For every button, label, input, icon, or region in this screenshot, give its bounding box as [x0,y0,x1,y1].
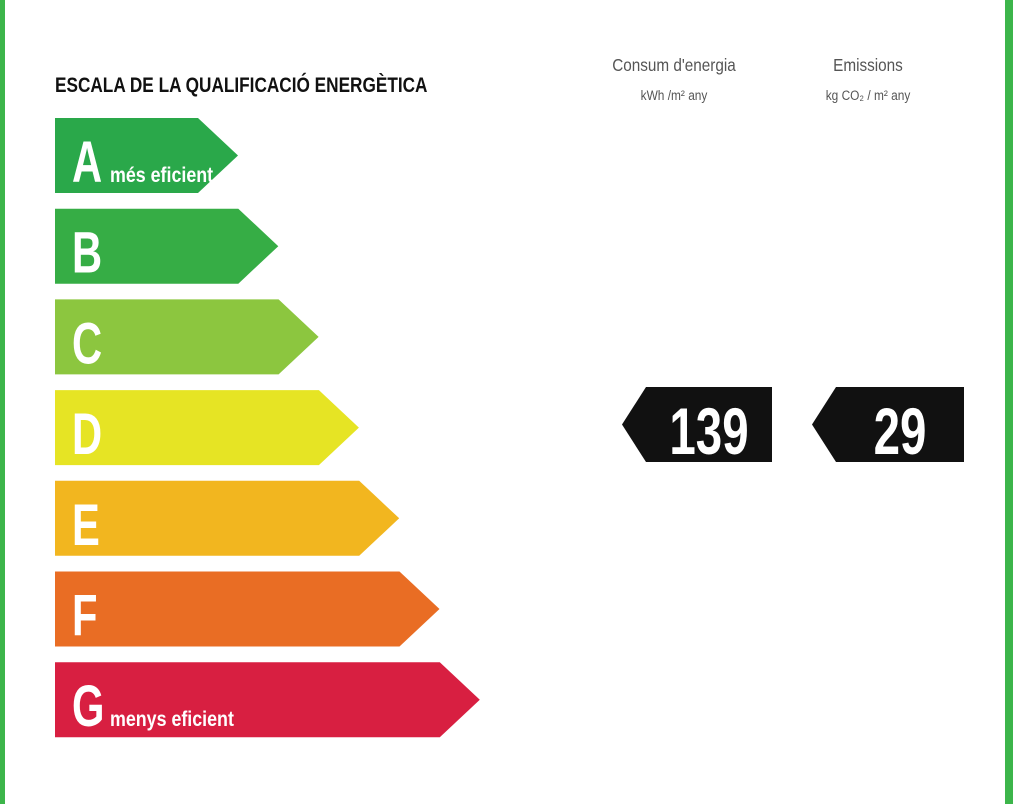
title: ESCALA DE LA QUALIFICACIÓ ENERGÈTICA [55,73,428,97]
column-header: Consum d'energia [612,55,736,75]
border-left [0,0,5,804]
border-right [1005,0,1013,804]
rating-letter: F [72,583,98,648]
rating-arrow [55,299,319,375]
rating-arrow [55,390,359,466]
rating-letter: C [72,311,102,376]
rating-arrow [55,662,480,738]
rating-arrow [55,480,400,556]
rating-arrow [55,208,279,284]
value-arrow [812,387,964,462]
value-number: 139 [669,395,748,468]
rating-letter: E [72,492,100,557]
value-arrow [622,387,772,462]
rating-letter: D [72,401,102,466]
value-number: 29 [874,395,927,468]
rating-letter: A [72,129,102,194]
rating-arrow [55,571,440,647]
rating-caption: més eficient [110,164,214,188]
rating-caption: menys eficient [110,708,234,732]
rating-letter: G [72,673,104,738]
rating-letter: B [72,220,102,285]
column-header: Emissions [833,55,903,75]
rating-arrow [55,118,238,193]
column-unit: kg CO₂ / m² any [826,87,911,103]
column-unit: kWh /m² any [641,87,708,103]
